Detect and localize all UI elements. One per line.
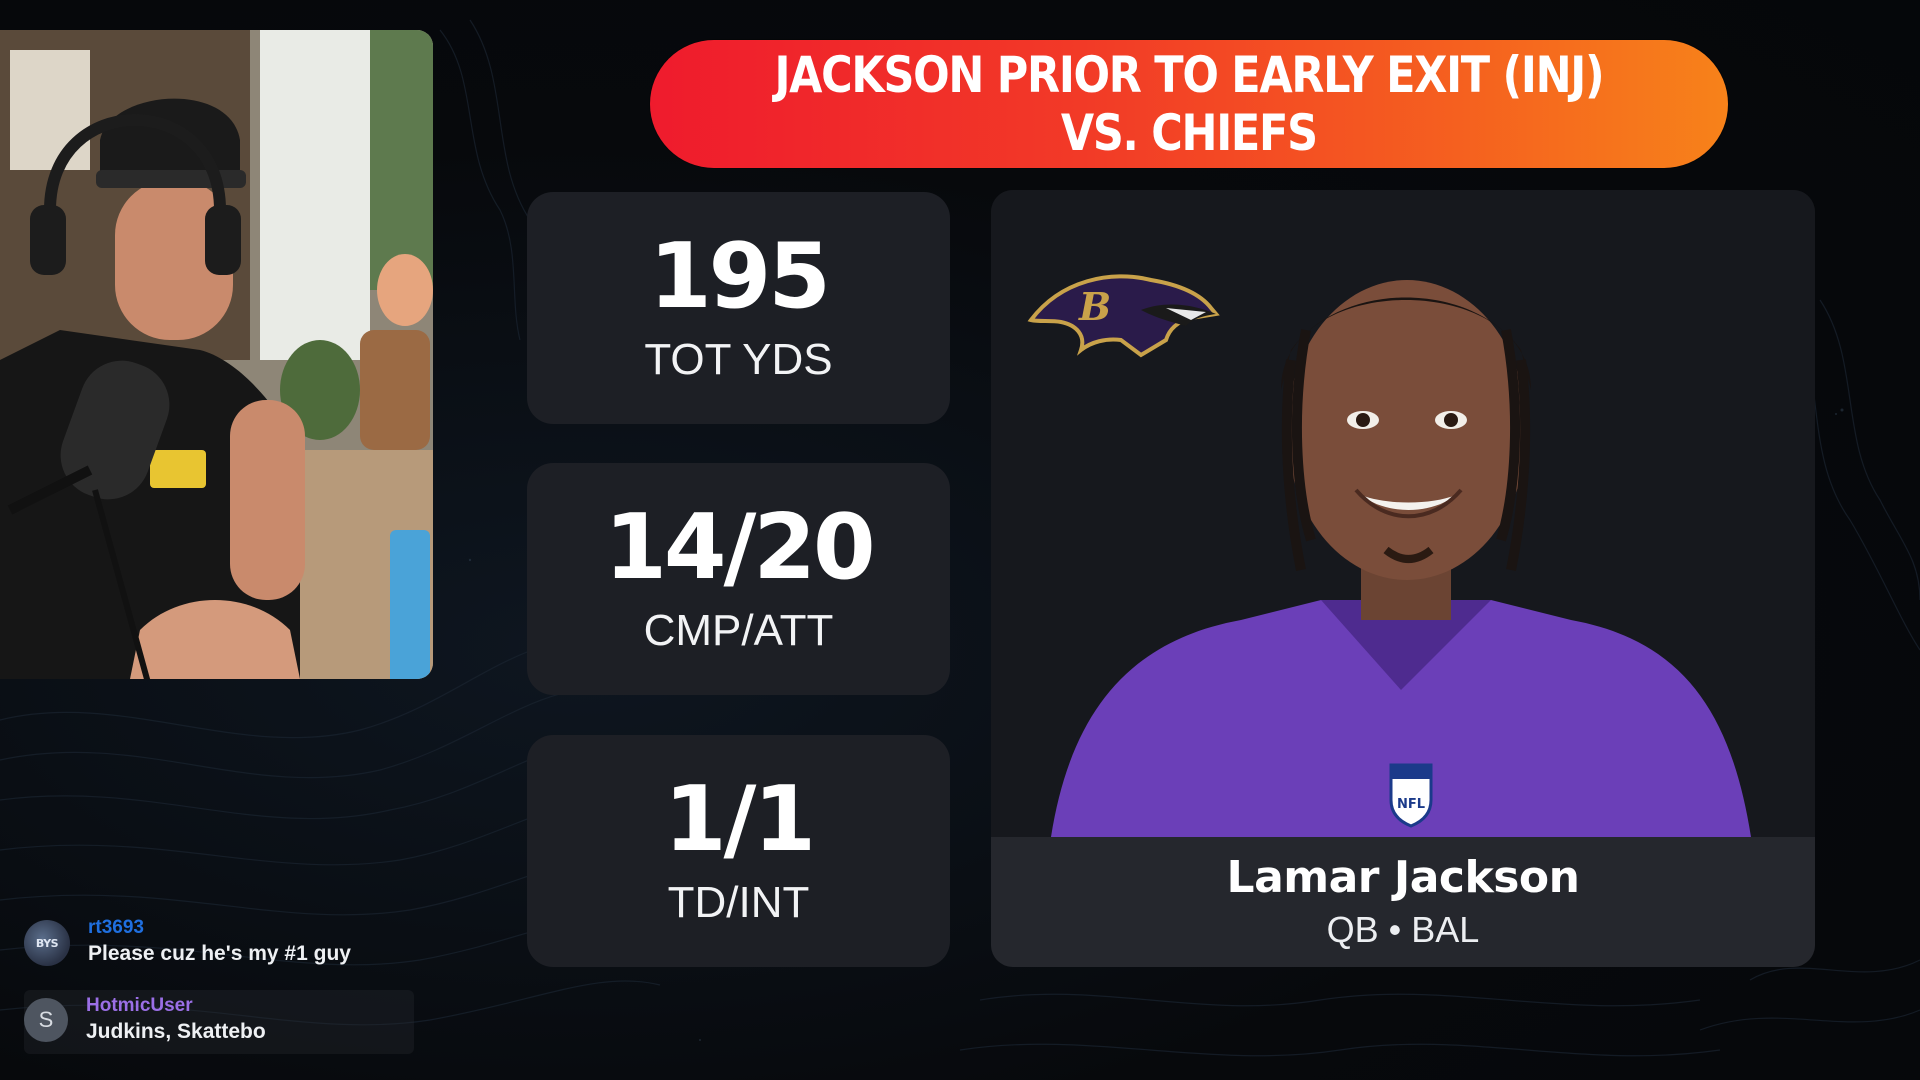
player-info: Lamar Jackson QB • BAL xyxy=(991,837,1815,967)
svg-text:B: B xyxy=(1078,284,1111,329)
stat-value: 14/20 xyxy=(604,495,875,600)
chat-message: BYS rt3693 Please cuz he's my #1 guy xyxy=(24,916,419,978)
svg-text:NFL: NFL xyxy=(1397,797,1425,812)
player-photo: B xyxy=(991,190,1815,837)
stat-label: TD/INT xyxy=(667,878,810,927)
streamer-image xyxy=(0,30,433,679)
chat-username[interactable]: HotmicUser xyxy=(86,995,193,1016)
ravens-logo-icon: B xyxy=(1027,274,1220,358)
stat-card-total-yards: 195 TOT YDS xyxy=(527,192,950,424)
stat-value: 195 xyxy=(649,224,831,329)
chat-text: Please cuz he's my #1 guy xyxy=(88,942,351,965)
user-avatar-icon: BYS xyxy=(24,920,70,966)
chat-text: Judkins, Skattebo xyxy=(86,1020,266,1043)
banner-title-line-2: VS. CHIEFS xyxy=(1061,104,1318,162)
player-name: Lamar Jackson xyxy=(1226,852,1580,903)
stat-label: TOT YDS xyxy=(644,335,833,384)
webcam-feed xyxy=(0,30,433,679)
player-card: B xyxy=(991,190,1815,967)
stat-card-td-int: 1/1 TD/INT xyxy=(527,735,950,967)
user-avatar-icon: S xyxy=(24,998,68,1042)
nfl-shield-icon: NFL xyxy=(1389,763,1433,828)
stat-card-completions: 14/20 CMP/ATT xyxy=(527,463,950,695)
chat-message: S HotmicUser Judkins, Skattebo xyxy=(24,990,414,1054)
stat-value: 1/1 xyxy=(663,767,816,872)
player-position-team: QB • BAL xyxy=(1326,909,1480,950)
title-banner: JACKSON PRIOR TO EARLY EXIT (INJ) VS. CH… xyxy=(650,40,1728,168)
stat-label: CMP/ATT xyxy=(643,606,834,655)
chat-username[interactable]: rt3693 xyxy=(88,917,144,938)
banner-title-line-1: JACKSON PRIOR TO EARLY EXIT (INJ) xyxy=(774,46,1605,104)
